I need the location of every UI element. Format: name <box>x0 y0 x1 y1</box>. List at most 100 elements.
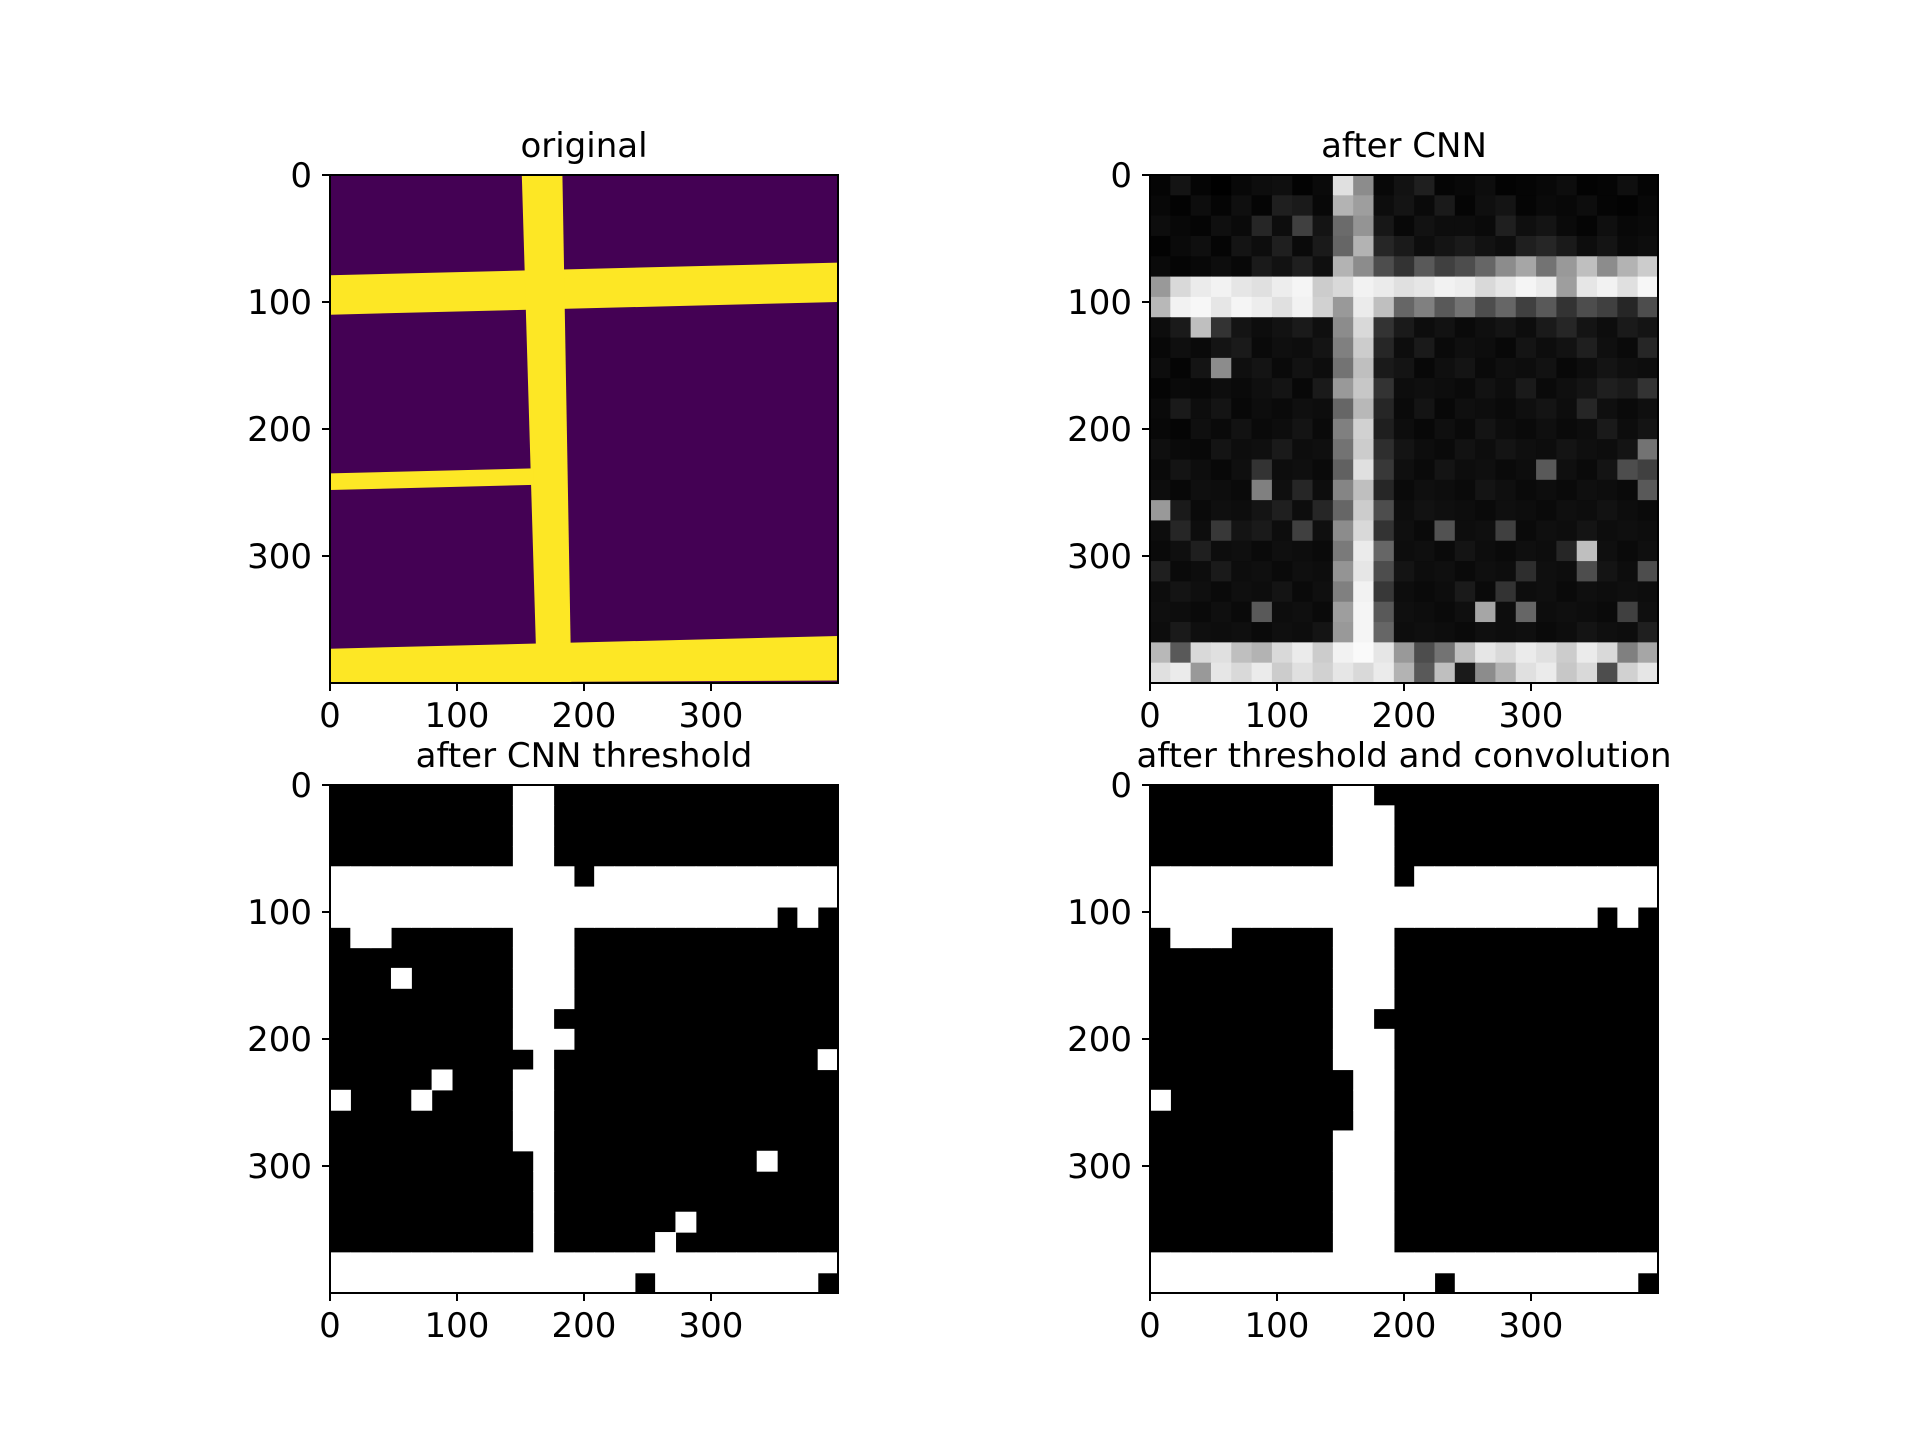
heatmap-cell <box>1414 337 1436 359</box>
heatmap-cell <box>1292 256 1314 278</box>
heatmap-cell <box>1231 500 1253 522</box>
heatmap-cell <box>1414 215 1436 237</box>
road-segment-3 <box>330 636 838 683</box>
heatmap-cell <box>1536 378 1557 400</box>
heatmap-cell <box>1434 195 1456 217</box>
heatmap-cell <box>1434 418 1456 440</box>
heatmap-cell <box>1576 1272 1598 1293</box>
heatmap-cell <box>1353 581 1375 603</box>
heatmap-cell <box>1353 866 1375 888</box>
heatmap-cell <box>1515 215 1537 237</box>
heatmap-cell <box>553 967 575 989</box>
heatmap-cell <box>1312 398 1334 420</box>
heatmap-cell <box>1150 235 1171 257</box>
heatmap-cell <box>1414 866 1436 888</box>
heatmap-cell <box>1475 906 1497 928</box>
heatmap-cell <box>1271 398 1293 420</box>
heatmap-cell <box>1332 662 1354 683</box>
heatmap-cell <box>1170 927 1192 949</box>
heatmap-cell <box>1434 540 1456 562</box>
heatmap-cell <box>1475 622 1497 643</box>
heatmap-cell <box>1576 378 1598 400</box>
heatmap-cell <box>1637 520 1658 542</box>
heatmap-cell <box>1312 622 1334 643</box>
heatmap-cell <box>1434 439 1456 461</box>
heatmap-cell <box>1332 540 1354 562</box>
heatmap-cell <box>1210 601 1232 623</box>
panel-title: original <box>520 126 647 166</box>
heatmap-cell <box>695 866 717 888</box>
heatmap-cell <box>1454 256 1476 278</box>
heatmap-cell <box>1617 195 1639 217</box>
heatmap-cell <box>1332 378 1354 400</box>
panel-title: after threshold and convolution <box>1136 736 1671 776</box>
heatmap-cell <box>1454 1252 1476 1274</box>
heatmap-cell <box>1251 662 1273 683</box>
heatmap-cell <box>1556 195 1578 217</box>
heatmap-cell <box>411 866 433 888</box>
heatmap-cell <box>1393 561 1415 582</box>
heatmap-cell <box>1414 561 1436 582</box>
heatmap-cell <box>330 886 351 908</box>
heatmap-cell <box>594 906 616 928</box>
heatmap-cell <box>1373 1171 1395 1192</box>
heatmap-cell <box>1373 581 1395 603</box>
heatmap-cell <box>1556 1252 1578 1274</box>
heatmap-cell <box>1556 317 1578 339</box>
heatmap-cell <box>1332 175 1354 196</box>
heatmap-cell <box>1231 1252 1253 1274</box>
heatmap-cell <box>1332 337 1354 359</box>
heatmap-cell <box>675 866 697 888</box>
heatmap-cell <box>1292 500 1314 522</box>
heatmap-cell <box>1210 520 1232 542</box>
heatmap-cell <box>1231 601 1253 623</box>
heatmap-cell <box>1637 235 1658 257</box>
heatmap-cell <box>1515 418 1537 440</box>
x-tick-label: 0 <box>1139 696 1161 736</box>
heatmap-cell <box>1210 317 1232 339</box>
heatmap-cell <box>1515 235 1537 257</box>
heatmap-cell <box>1271 418 1293 440</box>
heatmap-cell <box>1536 398 1557 420</box>
heatmap-cell <box>1251 296 1273 318</box>
heatmap-cell <box>1353 886 1375 908</box>
heatmap-cell <box>1475 520 1497 542</box>
y-tick-label: 100 <box>1067 893 1132 933</box>
heatmap-cell <box>777 1272 798 1293</box>
heatmap-cell <box>1475 337 1497 359</box>
heatmap-cell <box>1312 561 1334 582</box>
heatmap-cell <box>390 886 412 908</box>
heatmap-cell <box>1576 256 1598 278</box>
heatmap-cell <box>1393 1252 1415 1274</box>
heatmap-cell <box>1373 1211 1395 1233</box>
heatmap-cell <box>1231 175 1253 196</box>
heatmap-cell <box>1637 418 1658 440</box>
heatmap-cell <box>512 1008 534 1030</box>
heatmap-cell <box>1170 906 1192 928</box>
heatmap-cell <box>1170 215 1192 237</box>
heatmap-cell <box>1454 317 1476 339</box>
heatmap-cell <box>1393 439 1415 461</box>
heatmap-cell <box>1332 1191 1354 1213</box>
heatmap-cell <box>1292 296 1314 318</box>
heatmap-cell <box>1454 235 1476 257</box>
x-tick-label: 200 <box>1372 1306 1437 1346</box>
heatmap-cell <box>655 886 677 908</box>
heatmap-cell <box>1210 256 1232 278</box>
heatmap-cell <box>1637 296 1658 318</box>
heatmap-cell <box>1576 276 1598 298</box>
heatmap-cell <box>1353 947 1375 969</box>
heatmap-cell <box>1576 500 1598 522</box>
heatmap-cell <box>1393 235 1415 257</box>
heatmap-cell <box>1210 1272 1232 1293</box>
heatmap-cell <box>1434 235 1456 257</box>
heatmap-cell <box>1231 642 1253 664</box>
heatmap-cell <box>533 866 555 888</box>
image-area <box>1150 785 1658 1293</box>
heatmap-cell <box>1271 276 1293 298</box>
heatmap-cell <box>1373 947 1395 969</box>
heatmap-cell <box>1170 276 1192 298</box>
heatmap-cell <box>1353 988 1375 1010</box>
heatmap-cell <box>797 886 819 908</box>
heatmap-cell <box>1271 215 1293 237</box>
